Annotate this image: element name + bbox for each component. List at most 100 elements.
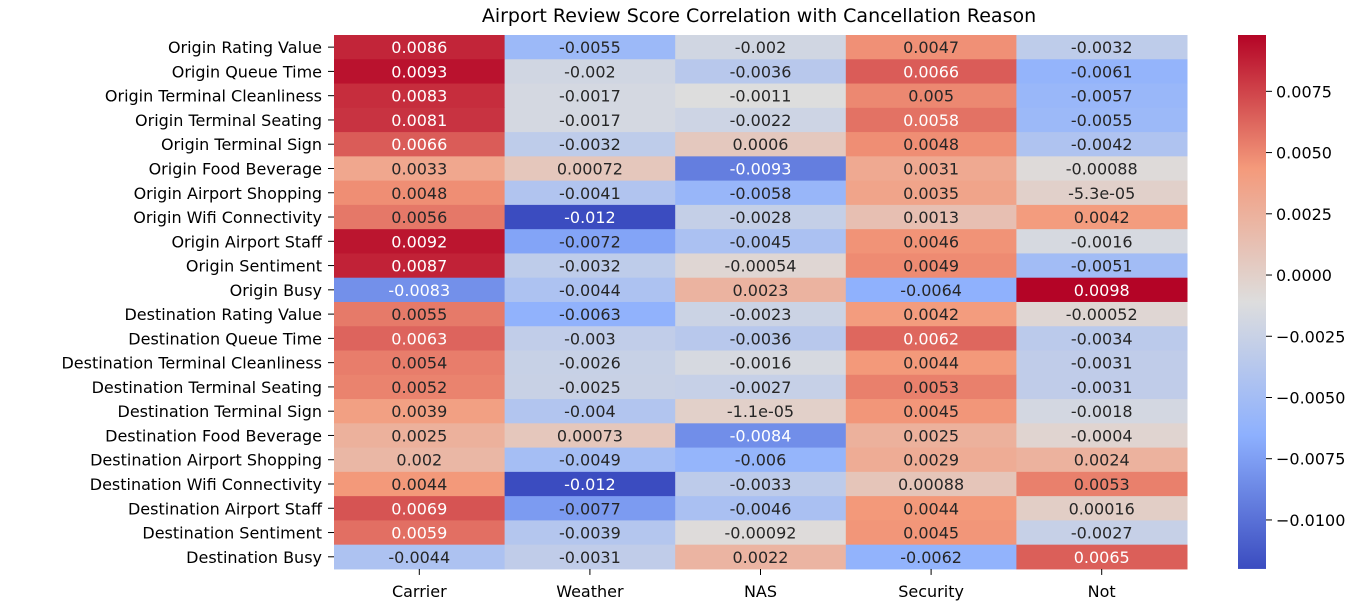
row-label: Origin Airport Staff [171, 232, 323, 251]
cell-value-label: 0.0048 [903, 135, 959, 154]
heatmap-cell [1016, 374, 1188, 400]
cell-value-label: -0.0045 [730, 232, 792, 251]
cell-value-label: -0.0032 [559, 135, 621, 154]
heatmap-cells: 0.0086 -0.0055 -0.002 0.0047 -0.0032 0.0093 -0… [334, 35, 1188, 570]
cell-value-label: 0.0042 [1074, 208, 1130, 227]
cell-value-label: -0.003 [564, 329, 616, 348]
cell-value-label: 0.0053 [1074, 475, 1130, 494]
heatmap-cell [675, 253, 847, 279]
heatmap-cell [504, 399, 676, 424]
heatmap-cell [675, 156, 847, 182]
heatmap-cell [334, 204, 506, 230]
cell-value-label: 0.0058 [903, 111, 959, 130]
cell-value-label: -0.0055 [1071, 111, 1133, 130]
heatmap-cell [504, 520, 676, 546]
cell-value-label: -0.0062 [900, 548, 962, 567]
cell-value-label: -0.0018 [1071, 402, 1133, 421]
heatmap-cell [1016, 399, 1188, 424]
heatmap-cell [675, 204, 847, 230]
row-label: Destination Rating Value [124, 305, 322, 324]
cell-value-label: -0.0011 [730, 87, 792, 106]
heatmap-cell [845, 301, 1017, 327]
row-label: Origin Food Beverage [149, 159, 322, 178]
cell-value-label: -0.0057 [1071, 87, 1133, 106]
heatmap-cell [675, 471, 847, 497]
heatmap-cell [1016, 544, 1188, 570]
cell-value-label: 0.0049 [903, 257, 959, 276]
row-label: Origin Terminal Seating [135, 111, 322, 130]
heatmap-cell [504, 35, 676, 60]
cell-value-label: 0.00016 [1069, 499, 1135, 518]
cell-value-label: -0.0046 [730, 499, 792, 518]
column-labels: Carrier Weather NAS Security Not [392, 568, 1116, 601]
cell-value-label: -0.012 [564, 475, 616, 494]
cell-value-label: -0.0025 [559, 378, 621, 397]
heatmap-cell [504, 326, 676, 352]
heatmap-cell [845, 326, 1017, 352]
cell-value-label: -0.0083 [388, 281, 450, 300]
heatmap-cell [504, 447, 676, 473]
heatmap-cell [675, 374, 847, 400]
heatmap-cell [334, 399, 506, 424]
cell-value-label: -0.0072 [559, 232, 621, 251]
heatmap-cell [334, 107, 506, 133]
cell-value-label: -0.0039 [559, 524, 621, 543]
heatmap-cell [675, 350, 847, 376]
cell-value-label: 0.002 [396, 451, 442, 470]
heatmap-cell [334, 423, 506, 449]
cell-value-label: -0.0031 [1071, 378, 1133, 397]
cell-value-label: -0.0041 [559, 184, 621, 203]
heatmap-cell [334, 447, 506, 473]
cell-value-label: 0.0066 [391, 135, 447, 154]
heatmap-cell [504, 83, 676, 109]
colorbar-tick-label: −0.0025 [1276, 327, 1345, 346]
heatmap-cell [845, 447, 1017, 473]
heatmap-cell [504, 59, 676, 85]
heatmap-cell [1016, 180, 1188, 206]
heatmap-cell [334, 471, 506, 497]
cell-value-label: -0.0017 [559, 111, 621, 130]
cell-value-label: -0.0093 [730, 159, 792, 178]
heatmap-cell [504, 374, 676, 400]
heatmap-cell [845, 423, 1017, 449]
heatmap-cell [1016, 229, 1188, 254]
heatmap-cell [334, 83, 506, 109]
cell-value-label: -0.0033 [730, 475, 792, 494]
heatmap-cell [504, 204, 676, 230]
heatmap-cell [334, 229, 506, 254]
heatmap-cell [334, 350, 506, 376]
heatmap-cell [504, 277, 676, 303]
heatmap-cell [1016, 471, 1188, 497]
cell-value-label: -0.012 [564, 208, 616, 227]
cell-value-label: -1.1e-05 [727, 402, 794, 421]
colorbar-tick-label: 0.0050 [1276, 144, 1332, 163]
colorbar-tick-label: −0.0075 [1276, 450, 1345, 469]
cell-value-label: 0.0047 [903, 38, 959, 57]
cell-value-label: 0.0045 [903, 402, 959, 421]
heatmap-cell [845, 277, 1017, 303]
cell-value-label: -0.0036 [730, 329, 792, 348]
cell-value-label: -0.0032 [559, 257, 621, 276]
cell-value-label: 0.0039 [391, 402, 447, 421]
heatmap-cell [334, 180, 506, 206]
cell-value-label: 0.0093 [391, 62, 447, 81]
cell-value-label: -0.0026 [559, 354, 621, 373]
heatmap-cell [1016, 35, 1188, 60]
cell-value-label: 0.0029 [903, 451, 959, 470]
cell-value-label: 0.0083 [391, 87, 447, 106]
heatmap-cell [1016, 156, 1188, 182]
cell-value-label: 0.0044 [903, 499, 959, 518]
row-labels: Origin Rating Value Origin Queue Time Orig… [61, 38, 334, 567]
heatmap-cell [845, 471, 1017, 497]
cell-value-label: 0.00088 [898, 475, 964, 494]
cell-value-label: -0.0022 [730, 111, 792, 130]
cell-value-label: 0.0024 [1074, 451, 1130, 470]
heatmap-cell [845, 253, 1017, 279]
heatmap-cell [334, 544, 506, 570]
heatmap-cell [504, 156, 676, 182]
row-label: Origin Sentiment [186, 257, 322, 276]
heatmap-cell [334, 496, 506, 521]
cell-value-label: 0.005 [908, 87, 954, 106]
cell-value-label: 0.0087 [391, 257, 447, 276]
